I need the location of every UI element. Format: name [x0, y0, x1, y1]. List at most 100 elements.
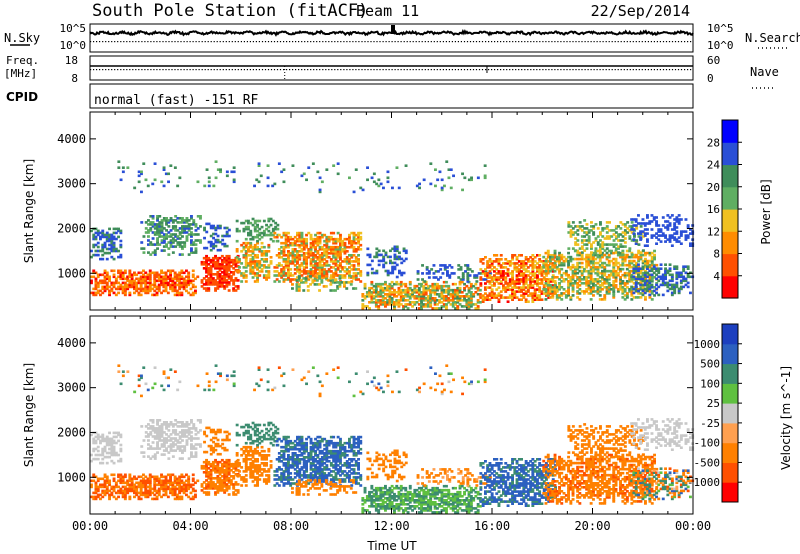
velocity-cell: [119, 449, 123, 453]
power-cell: [225, 254, 229, 258]
power-cell: [284, 233, 288, 237]
nave-tick-bottom: 0: [707, 72, 714, 85]
power-cell: [92, 287, 96, 291]
power-cell: [311, 274, 315, 277]
power-cell: [180, 285, 184, 289]
velocity-cell: [211, 477, 215, 480]
power-cell: [302, 248, 306, 251]
velocity-cell: [151, 441, 155, 444]
power-cell: [338, 275, 342, 278]
power-cell: [171, 289, 175, 293]
velocity-cell: [114, 497, 118, 501]
velocity-cell: [156, 433, 159, 436]
velocity-cell: [216, 475, 220, 478]
power-cell: [96, 231, 100, 235]
power-cell: [256, 264, 259, 267]
power-cell: [467, 291, 471, 294]
power-cell: [531, 266, 535, 269]
power-cell: [641, 289, 645, 293]
power-cell: [689, 275, 692, 279]
power-cell: [544, 288, 548, 291]
power-cell: [590, 247, 593, 250]
power-cell: [162, 285, 166, 289]
velocity-cell: [183, 425, 187, 428]
power-cell: [587, 282, 591, 285]
power-cell: [282, 252, 286, 255]
velocity-cell: [181, 423, 184, 426]
power-cell: [630, 265, 634, 269]
power-cell: [137, 293, 141, 297]
power-cell: [203, 184, 207, 188]
power-cell: [567, 288, 570, 291]
power-cell: [449, 288, 453, 292]
power-cell: [538, 264, 542, 267]
power-cell: [587, 263, 591, 267]
power-cell: [148, 279, 152, 283]
power-cell: [592, 263, 595, 267]
power-cell: [677, 236, 681, 239]
power-cell: [508, 288, 512, 291]
power-cell: [589, 280, 593, 283]
power-cell: [632, 278, 636, 281]
power-cell: [628, 280, 632, 283]
velocity-cell: [218, 473, 222, 476]
velocity-cell: [94, 485, 98, 489]
power-cell: [558, 271, 561, 275]
velocity-cell: [187, 495, 191, 499]
power-cell: [318, 272, 322, 275]
power-cell: [388, 303, 392, 306]
power-cell: [447, 286, 451, 290]
power-cell: [635, 263, 638, 267]
power-cell: [668, 263, 672, 266]
power-cell: [632, 263, 636, 267]
power-cell: [390, 299, 394, 302]
power-cell: [511, 282, 514, 285]
power-cell: [368, 288, 371, 292]
power-cell: [297, 283, 301, 286]
power-cell: [675, 273, 679, 277]
power-cell: [625, 294, 629, 297]
velocity-cell: [185, 493, 188, 497]
power-cell: [123, 277, 127, 281]
power-cell: [101, 281, 105, 285]
power-cell: [363, 305, 367, 308]
velocity-cell: [158, 433, 162, 436]
velocity-cell: [110, 439, 114, 443]
power-cell: [553, 269, 557, 273]
velocity-cell: [160, 473, 163, 477]
power-cell: [433, 286, 437, 290]
power-cell: [295, 283, 299, 286]
power-cell: [393, 267, 397, 271]
power-cell: [227, 267, 231, 270]
power-cell: [589, 257, 593, 261]
power-cell: [433, 303, 437, 306]
power-cell: [612, 239, 616, 242]
power-cell: [520, 288, 523, 291]
power-cell: [352, 287, 355, 290]
power-cell: [619, 239, 623, 242]
power-cell: [596, 253, 600, 257]
power-cell: [612, 243, 616, 246]
power-cell: [311, 243, 315, 247]
power-cell: [451, 288, 455, 292]
power-cell: [372, 297, 376, 300]
velocity-cell: [144, 495, 148, 499]
velocity-cell: [220, 458, 224, 462]
power-cell: [476, 305, 480, 308]
power-cell: [178, 231, 182, 234]
power-cell: [420, 297, 423, 300]
power-cell: [209, 242, 213, 246]
power-cell: [225, 256, 229, 260]
power-cell: [417, 297, 421, 300]
power-cell: [655, 291, 658, 295]
power-cell: [302, 243, 306, 247]
power-cell: [601, 284, 604, 287]
power-cell: [339, 241, 342, 245]
power-cell: [417, 282, 421, 286]
power-cell: [599, 223, 602, 226]
power-cell: [623, 233, 627, 236]
velocity-cell: [123, 473, 127, 477]
power-cell: [599, 243, 602, 246]
power-cell: [648, 222, 652, 225]
power-cell: [267, 243, 271, 247]
